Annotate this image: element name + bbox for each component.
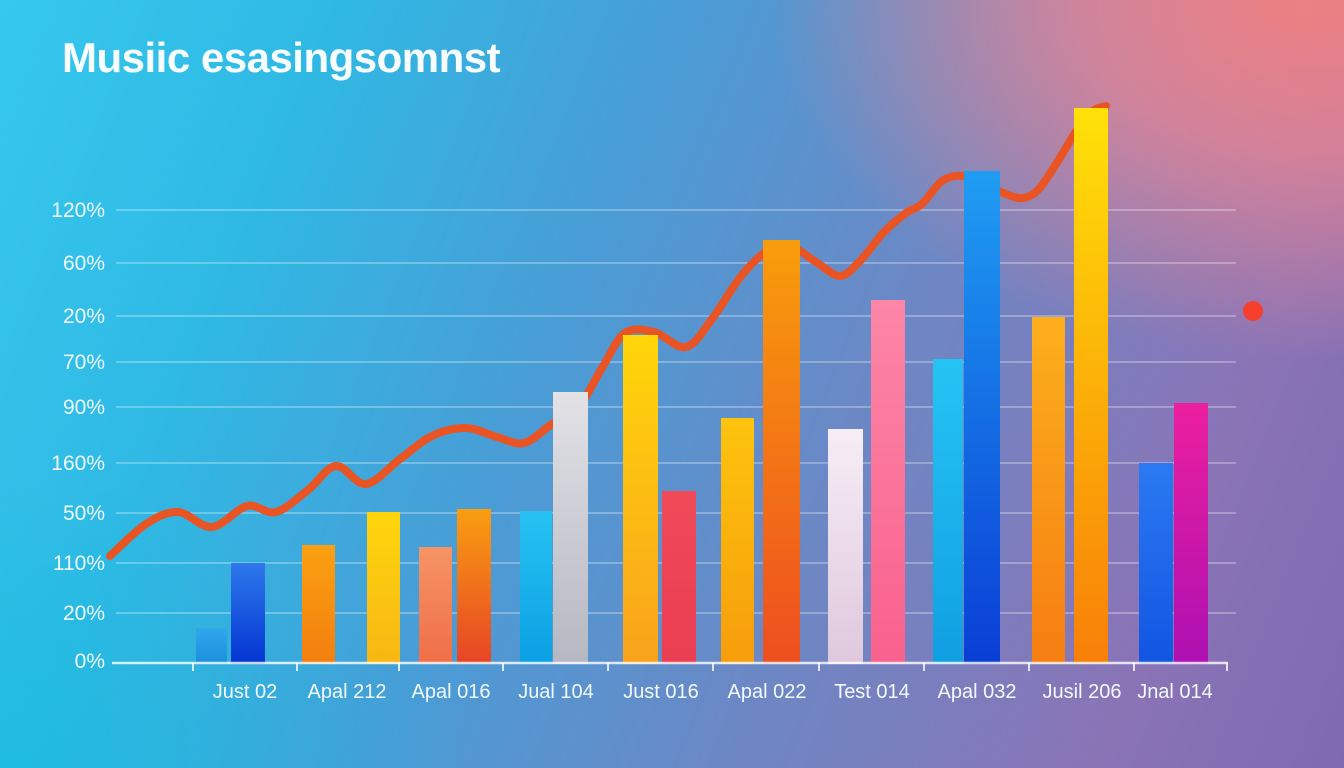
bar-category-9 bbox=[1074, 108, 1108, 664]
axis-layer bbox=[112, 661, 1228, 671]
bar-category-10 bbox=[1139, 463, 1173, 664]
y-tick-label: 70% bbox=[63, 351, 105, 374]
y-tick-label: 160% bbox=[51, 452, 105, 475]
y-tick-label: 120% bbox=[51, 199, 105, 222]
bar-category-3 bbox=[419, 547, 452, 664]
bar-category-2 bbox=[367, 512, 400, 664]
x-tick-label: Jual 104 bbox=[518, 681, 594, 703]
y-tick-label: 60% bbox=[63, 252, 105, 275]
x-tick-label: Apal 212 bbox=[308, 681, 387, 703]
x-tick-label: Just 016 bbox=[623, 681, 699, 703]
bar-category-7 bbox=[871, 300, 905, 664]
x-tick-label: Test 014 bbox=[834, 681, 910, 703]
bar-category-8 bbox=[964, 171, 1000, 664]
y-tick-label: 50% bbox=[63, 502, 105, 525]
bar-category-4 bbox=[520, 511, 552, 664]
bar-category-6 bbox=[763, 240, 800, 664]
x-tick-label: Just 02 bbox=[213, 681, 277, 703]
bar-category-3 bbox=[457, 509, 491, 664]
y-tick-label: 0% bbox=[75, 650, 105, 673]
bar-category-6 bbox=[721, 418, 754, 664]
bar-category-7 bbox=[828, 429, 863, 664]
bar-category-10 bbox=[1174, 403, 1208, 664]
y-tick-label: 20% bbox=[63, 602, 105, 625]
bar-category-1 bbox=[231, 563, 265, 664]
y-tick-label: 110% bbox=[53, 552, 105, 575]
x-tick-label: Apal 022 bbox=[728, 681, 807, 703]
bar-category-8 bbox=[933, 359, 963, 664]
bar-category-1 bbox=[196, 628, 227, 664]
bar-category-4 bbox=[553, 392, 588, 664]
x-tick-label: Apal 032 bbox=[938, 681, 1017, 703]
x-tick-label: Jusil 206 bbox=[1043, 681, 1122, 703]
bar-category-5 bbox=[623, 335, 658, 664]
x-tick-label: Apal 016 bbox=[412, 681, 491, 703]
bar-category-9 bbox=[1032, 317, 1065, 664]
bar-category-5 bbox=[662, 491, 696, 664]
label-layer: 120% 60% 20% 70% 90% 160% 50% 110% 20% 0% Just 02 A… bbox=[51, 199, 1213, 703]
x-tick-label: Jnal 014 bbox=[1137, 681, 1213, 703]
chart-title: Musiic esasingsomnst bbox=[62, 34, 501, 81]
bar-category-2 bbox=[302, 545, 335, 664]
bar-layer bbox=[196, 108, 1208, 664]
y-tick-label: 90% bbox=[63, 396, 105, 419]
y-tick-label: 20% bbox=[63, 305, 105, 328]
accent-dot bbox=[1243, 301, 1263, 321]
